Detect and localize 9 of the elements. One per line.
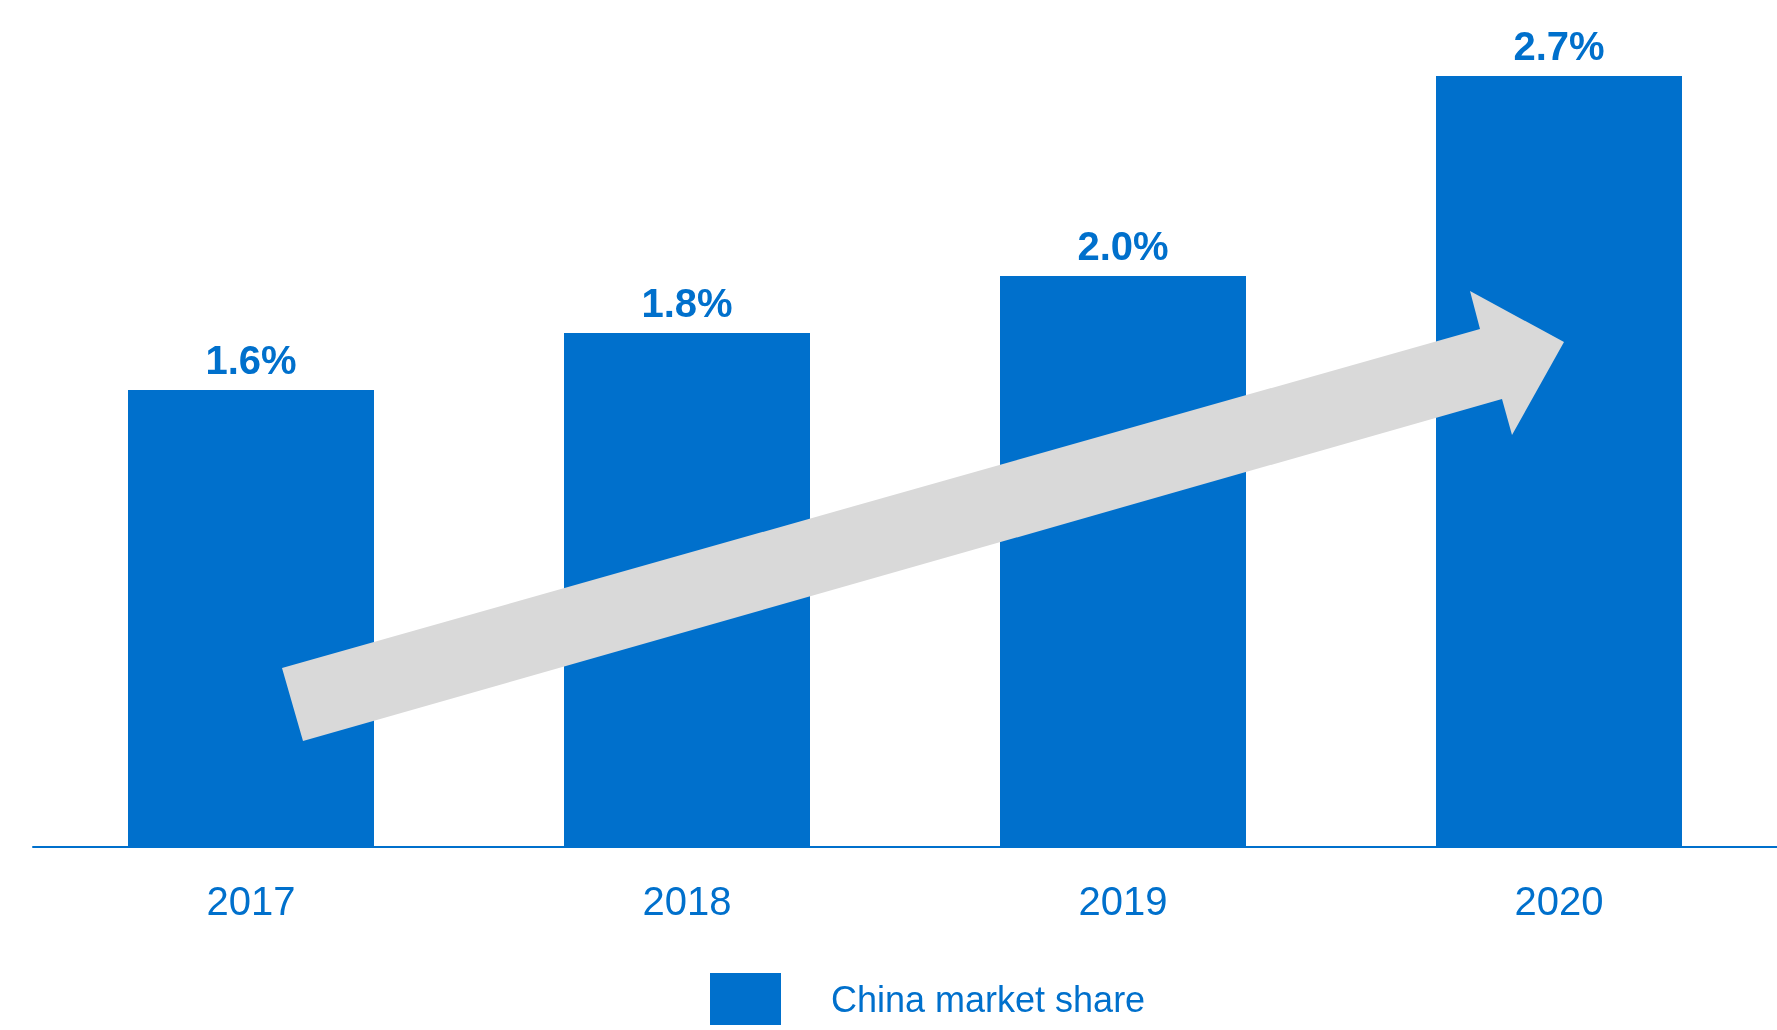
data-label: 2.7% bbox=[1513, 24, 1605, 68]
legend-label: China market share bbox=[831, 978, 1146, 1020]
x-tick-label: 2019 bbox=[1078, 879, 1168, 923]
x-tick-label: 2020 bbox=[1514, 879, 1604, 923]
data-label: 1.6% bbox=[205, 338, 297, 383]
x-tick-label: 2017 bbox=[206, 879, 296, 923]
data-label: 2.0% bbox=[1077, 223, 1169, 268]
x-tick-label: 2018 bbox=[642, 879, 732, 923]
data-label: 1.8% bbox=[641, 281, 733, 325]
